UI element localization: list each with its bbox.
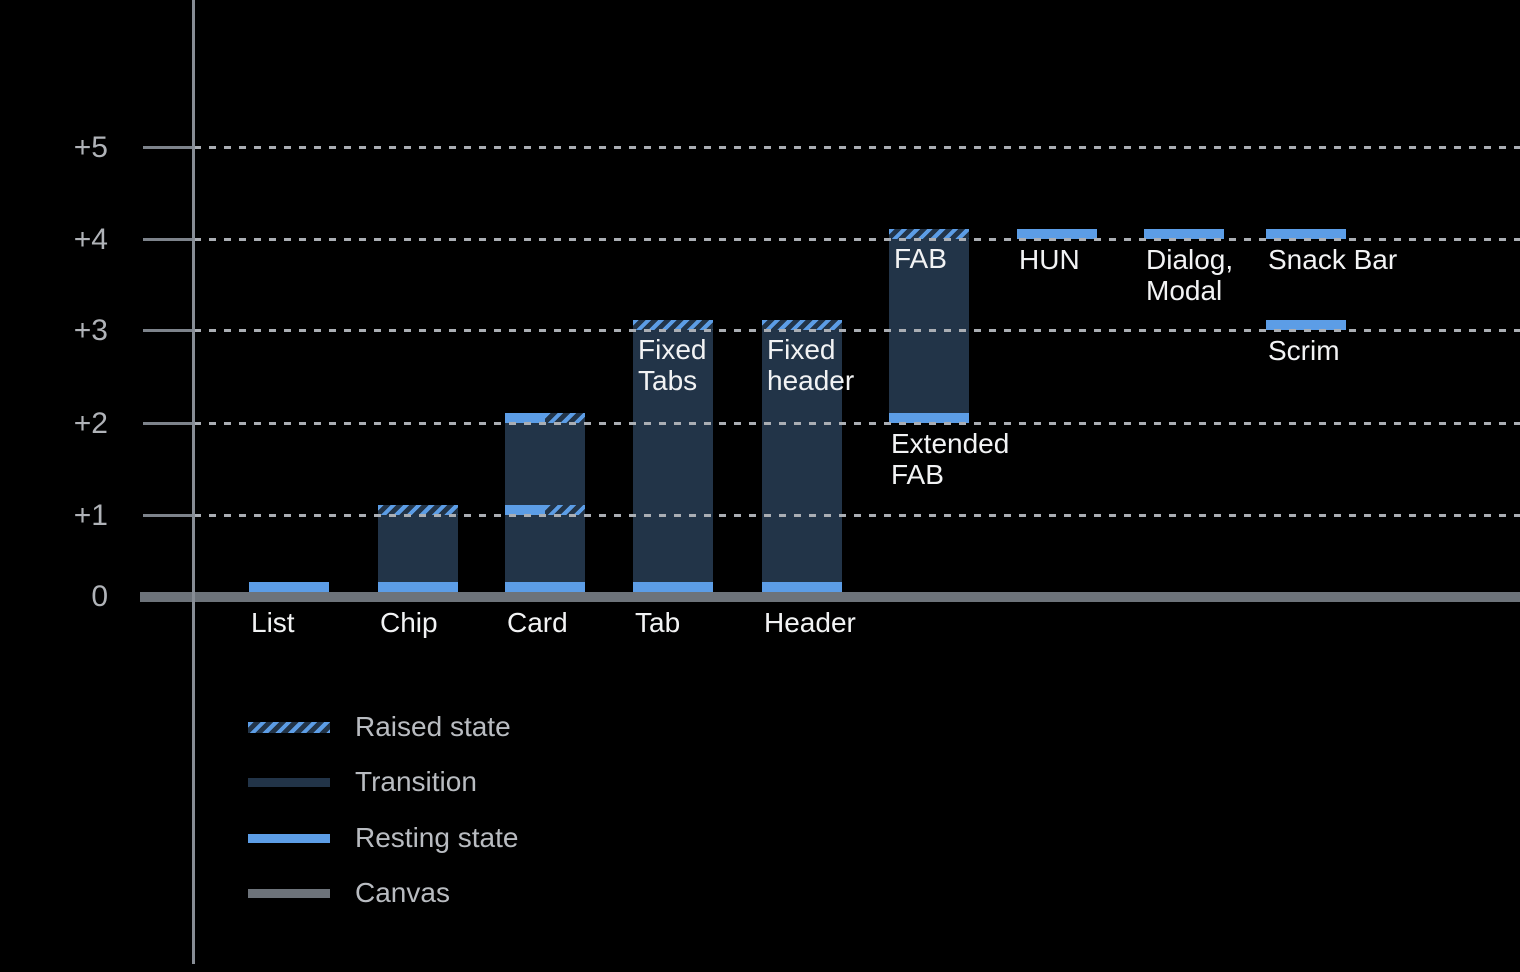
- card-split-band: [505, 505, 585, 515]
- legend-label-resting: Resting state: [355, 822, 519, 853]
- legend-label-transition: Transition: [355, 766, 477, 797]
- gridline-3: [194, 329, 1520, 332]
- y-axis-tick-5: [143, 146, 194, 149]
- card-raised-half: [545, 505, 585, 515]
- card-split-band: [505, 413, 585, 423]
- chip-resting-band: [378, 582, 458, 592]
- fab-transition-segment: [889, 239, 969, 413]
- dialog-modal-resting-band: [1144, 229, 1224, 239]
- below-label-scrim: Scrim: [1268, 335, 1340, 366]
- header-raised-band: [762, 320, 842, 330]
- card-raised-half: [545, 413, 585, 423]
- y-axis-tick-1: [143, 514, 194, 517]
- gridline-4: [194, 238, 1520, 241]
- below-label-dialog-modal: Dialog, Modal: [1146, 244, 1234, 307]
- fab-resting-band: [889, 413, 969, 423]
- below-label-hun: HUN: [1019, 244, 1080, 275]
- bar-label-card: Card: [507, 607, 568, 638]
- tab-raised-band: [633, 320, 713, 330]
- inner-label-fab: FAB: [894, 243, 947, 274]
- legend-label-raised: Raised state: [355, 711, 511, 742]
- inner-label-header: Fixed header: [767, 334, 855, 397]
- snack-bar-resting-band: [1266, 229, 1346, 239]
- legend-swatch-transition: [248, 777, 330, 787]
- bar-label-list: List: [251, 607, 295, 638]
- tab-transition-segment: [633, 330, 713, 582]
- gridline-2: [194, 422, 1520, 425]
- y-axis-tick-4: [143, 238, 194, 241]
- canvas-baseline: [140, 592, 1520, 602]
- legend-swatch-resting: [248, 833, 330, 843]
- tab-resting-band: [633, 582, 713, 592]
- below-label-fab: Extended FAB: [891, 428, 1010, 491]
- hun-resting-band: [1017, 229, 1097, 239]
- chip-transition-segment: [378, 515, 458, 582]
- y-tick-label-1: +1: [73, 499, 108, 532]
- card-resting-band: [505, 582, 585, 592]
- gridline-5: [194, 146, 1520, 149]
- legend-label-canvas: Canvas: [355, 877, 450, 908]
- bar-label-chip: Chip: [380, 607, 438, 638]
- y-tick-label-5: +5: [73, 131, 108, 164]
- legend-swatch-canvas: [248, 888, 330, 898]
- card-transition-segment: [505, 423, 585, 582]
- header-transition-segment: [762, 330, 842, 582]
- bar-label-header: Header: [764, 607, 856, 638]
- scrim-resting-band: [1266, 320, 1346, 330]
- y-tick-label-4: +4: [73, 223, 108, 256]
- y-axis-tick-3: [143, 329, 194, 332]
- chip-raised-band: [378, 505, 458, 515]
- inner-label-tab: Fixed Tabs: [638, 334, 707, 397]
- fab-raised-band: [889, 229, 969, 239]
- card-resting-half: [505, 505, 545, 515]
- below-label-snack-bar: Snack Bar: [1268, 244, 1398, 275]
- y-axis-line: [192, 0, 195, 964]
- gridline-1: [194, 514, 1520, 517]
- y-tick-label-0: 0: [91, 580, 108, 613]
- y-tick-label-3: +3: [73, 314, 108, 347]
- card-resting-half: [505, 413, 545, 423]
- list-resting-band: [249, 582, 329, 592]
- y-tick-label-2: +2: [73, 407, 108, 440]
- legend-swatch-raised: [248, 721, 330, 733]
- header-resting-band: [762, 582, 842, 592]
- y-axis-tick-2: [143, 422, 194, 425]
- bar-label-tab: Tab: [635, 607, 681, 638]
